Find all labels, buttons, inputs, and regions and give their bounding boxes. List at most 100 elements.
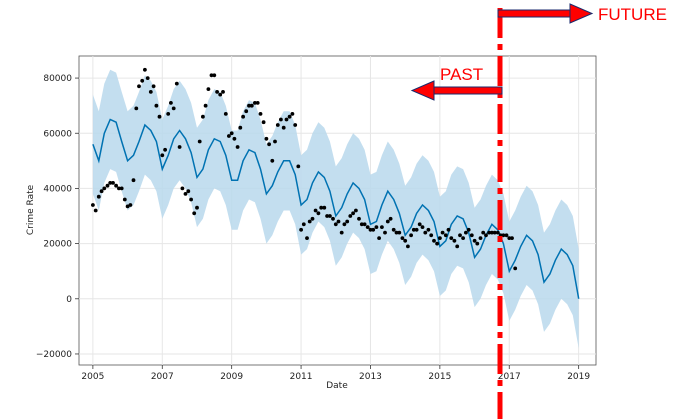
y-tick-label: 60000: [43, 129, 72, 139]
observed-point: [201, 114, 205, 119]
observed-point: [128, 203, 133, 207]
observed-point: [449, 236, 454, 241]
observed-point: [426, 227, 431, 232]
y-tick-label: 40000: [43, 184, 72, 194]
observed-point: [466, 227, 471, 232]
observed-point: [189, 197, 194, 202]
observed-point: [435, 241, 439, 246]
observed-point: [249, 103, 254, 108]
observed-point: [328, 214, 332, 218]
observed-point: [406, 244, 410, 249]
observed-point: [420, 225, 425, 230]
observed-point: [253, 101, 257, 105]
observed-point: [96, 194, 101, 199]
observed-point: [192, 211, 197, 216]
observed-point: [400, 236, 405, 241]
observed-point: [157, 114, 162, 119]
observed-point: [287, 114, 292, 119]
future-label: FUTURE: [598, 5, 667, 24]
observed-point: [247, 103, 251, 108]
observed-point: [209, 73, 214, 78]
observed-point: [464, 230, 468, 235]
observed-point: [371, 227, 376, 232]
observed-point: [354, 208, 358, 213]
observed-point: [504, 233, 509, 238]
observed-point: [461, 236, 465, 241]
observed-point: [296, 164, 301, 169]
observed-point: [305, 236, 309, 241]
observed-point: [397, 230, 402, 235]
observed-point: [490, 230, 494, 235]
observed-point: [174, 81, 179, 86]
observed-point: [362, 222, 367, 227]
observed-point: [380, 225, 384, 230]
observed-point: [122, 197, 127, 202]
y-axis-title: Crime Rate: [26, 184, 36, 235]
observed-point: [284, 117, 289, 122]
observed-point: [432, 238, 436, 243]
observed-point: [481, 230, 486, 235]
observed-point: [177, 145, 182, 149]
observed-point: [183, 192, 188, 196]
observed-point: [383, 230, 387, 235]
observed-point: [357, 216, 361, 221]
observed-point: [438, 236, 442, 241]
observed-point: [313, 208, 318, 213]
y-tick-label: 0: [66, 295, 72, 305]
future-arrow: [497, 3, 594, 24]
x-axis-ticks: 2005 2007 2009 2011 2013 2015 2017 2019: [81, 365, 590, 382]
observed-point: [275, 123, 280, 127]
observed-point: [452, 238, 457, 243]
observed-point: [137, 84, 141, 89]
observed-point: [267, 142, 271, 147]
observed-point: [414, 227, 419, 232]
observed-point: [131, 178, 136, 183]
observed-point: [140, 78, 145, 83]
observed-point: [469, 233, 474, 238]
observed-point: [111, 181, 115, 185]
observed-point: [513, 266, 518, 271]
observed-point: [143, 67, 147, 72]
x-tick-label: 2005: [81, 372, 104, 382]
observed-point: [319, 205, 324, 210]
observed-point: [507, 236, 512, 241]
observed-point: [151, 84, 156, 89]
observed-point: [290, 112, 295, 116]
observed-points: [91, 67, 518, 271]
observed-point: [160, 153, 165, 158]
observed-point: [351, 211, 355, 216]
observed-point: [108, 181, 113, 185]
y-tick-label: 80000: [43, 74, 72, 84]
observed-point: [495, 230, 500, 235]
observed-point: [102, 186, 107, 191]
observed-point: [206, 87, 211, 91]
observed-point: [299, 227, 303, 232]
observed-point: [310, 216, 315, 221]
observed-point: [117, 186, 121, 191]
x-tick-label: 2013: [359, 372, 382, 382]
observed-point: [322, 205, 327, 210]
observed-point: [342, 222, 347, 227]
observed-point: [221, 90, 225, 94]
observed-point: [273, 139, 277, 144]
observed-point: [446, 227, 451, 232]
observed-point: [478, 236, 483, 241]
y-axis-ticks: −20000 0 20000 40000 60000 80000: [36, 74, 79, 360]
observed-point: [180, 186, 185, 191]
observed-point: [114, 183, 118, 188]
observed-point: [203, 103, 208, 108]
observed-point: [385, 219, 390, 224]
x-tick-label: 2015: [428, 372, 451, 382]
observed-point: [166, 112, 171, 116]
observed-point: [388, 216, 393, 221]
observed-point: [411, 227, 416, 232]
observed-point: [227, 134, 231, 138]
observed-point: [148, 90, 153, 94]
observed-point: [368, 227, 373, 232]
observed-point: [197, 139, 202, 144]
observed-point: [331, 216, 335, 221]
observed-point: [443, 233, 448, 238]
past-label: PAST: [440, 65, 483, 84]
observed-point: [301, 222, 306, 227]
